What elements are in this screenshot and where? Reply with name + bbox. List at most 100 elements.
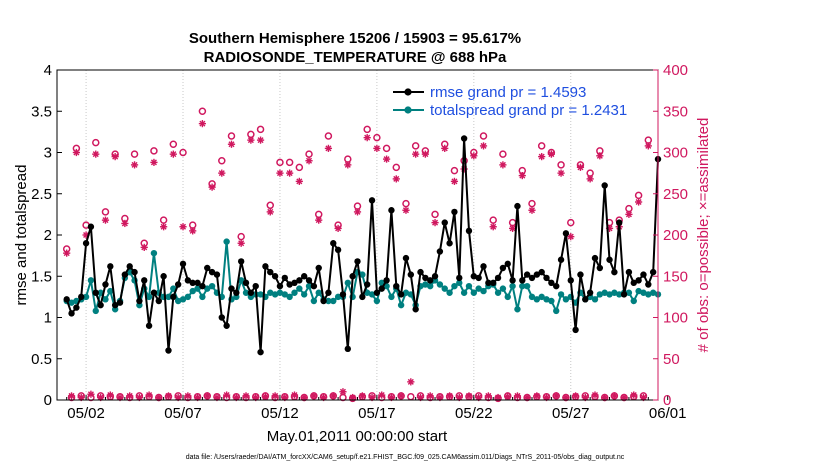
obs-assimilated-marker (441, 144, 449, 152)
asterisk-stroke (209, 184, 216, 191)
asterisk-stroke (393, 175, 400, 182)
obs-possible-marker (537, 142, 546, 150)
totalspread-point (373, 297, 381, 305)
rmse-point (596, 264, 604, 272)
asterisk-stroke (136, 394, 143, 401)
asterisk-stroke (625, 211, 632, 218)
rmse-point (640, 271, 647, 278)
asterisk-stroke (596, 152, 603, 159)
y-left-tick-label: 1.5 (31, 268, 52, 285)
asterisk-stroke (184, 392, 191, 399)
obs-assimilated-marker (276, 169, 284, 177)
chart-subtitle: RADIOSONDE_TEMPERATURE @ 688 hPa (204, 49, 507, 66)
rmse-point (519, 277, 526, 284)
totalspread-point (480, 287, 487, 295)
asterisk-stroke (262, 393, 269, 400)
rmse-point (97, 301, 104, 309)
obs-possible-marker (479, 132, 488, 140)
asterisk-stroke (645, 142, 652, 149)
totalspread-point (649, 289, 657, 296)
y-left-tick-label: 2.5 (31, 186, 52, 203)
rmse-point (577, 271, 584, 278)
obs-assimilated-marker (392, 175, 400, 183)
totalspread-point (538, 293, 545, 301)
rmse-point (170, 293, 177, 301)
rmse-point (528, 274, 536, 282)
asterisk-stroke (524, 394, 531, 401)
obs-assimilated-marker (639, 393, 648, 402)
totalspread-point (504, 293, 511, 301)
asterisk-stroke (335, 225, 342, 232)
obs-possible-marker (625, 204, 633, 213)
rmse-point (523, 271, 531, 278)
obs-assimilated-marker (218, 169, 226, 177)
obs-assimilated-marker (591, 391, 599, 399)
totalspread-point (388, 293, 395, 301)
obs-possible-marker (92, 138, 100, 147)
obs-assimilated-marker (630, 391, 638, 399)
totalspread-point (344, 279, 352, 287)
obs-possible-marker (392, 163, 401, 172)
rmse-point (291, 279, 298, 287)
rmse-point (625, 268, 633, 276)
rmse-point (78, 293, 85, 301)
asterisk-stroke (141, 244, 148, 251)
asterisk-stroke (538, 153, 545, 160)
y-right-tick-label: 300 (663, 145, 688, 162)
asterisk-stroke (146, 392, 153, 399)
rmse-point (63, 296, 70, 303)
asterisk-stroke (533, 392, 540, 399)
asterisk-stroke (383, 156, 390, 163)
x-axis-label: May.01,2011 00:00:00 start (267, 428, 448, 445)
rmse-point (208, 268, 216, 276)
rmse-point (145, 322, 153, 329)
y-right-tick-label: 150 (663, 268, 688, 285)
asterisk-stroke (228, 141, 235, 148)
asterisk-stroke (577, 164, 584, 171)
rmse-point (87, 223, 95, 230)
asterisk-stroke (243, 392, 250, 399)
totalspread-point (189, 287, 196, 295)
asterisk-stroke (441, 145, 448, 152)
obs-assimilated-marker (635, 198, 643, 206)
obs-assimilated-marker (329, 392, 337, 400)
rmse-point (427, 277, 434, 284)
asterisk-stroke (456, 394, 463, 401)
asterisk-stroke (601, 394, 608, 401)
rmse-point (620, 291, 628, 298)
totalspread-point (194, 285, 201, 292)
totalspread-point (281, 291, 288, 298)
obs-possible-marker (256, 125, 265, 134)
asterisk-stroke (160, 223, 167, 230)
obs-possible-marker (489, 216, 497, 224)
asterisk-stroke (587, 175, 594, 182)
rmse-point (141, 277, 148, 284)
totalspread-point (165, 293, 172, 301)
totalspread-point (456, 279, 463, 287)
asterisk-stroke (548, 151, 555, 158)
totalspread-point (606, 291, 613, 298)
totalspread-point (470, 289, 478, 296)
rmse-point (223, 322, 230, 329)
totalspread-point (499, 285, 507, 292)
asterisk-stroke (180, 223, 187, 230)
asterisk-stroke (528, 207, 535, 214)
asterisk-stroke (349, 394, 356, 401)
rmse-point (116, 299, 124, 306)
obs-assimilated-marker (479, 142, 488, 150)
asterisk-stroke (378, 392, 385, 399)
asterisk-stroke (286, 170, 293, 177)
y-right-tick-label: 250 (663, 186, 688, 203)
rmse-point (189, 279, 196, 287)
totalspread-point (543, 296, 550, 303)
asterisk-stroke (102, 217, 109, 224)
obs-assimilated-marker (412, 150, 420, 158)
asterisk-stroke (373, 145, 380, 152)
rmse-point (368, 197, 376, 204)
totalspread-point (223, 238, 230, 245)
asterisk-stroke (83, 231, 90, 239)
obs-assimilated-marker (87, 390, 95, 398)
obs-assimilated-marker (382, 155, 391, 163)
x-tick-label: 05/07 (164, 405, 202, 422)
